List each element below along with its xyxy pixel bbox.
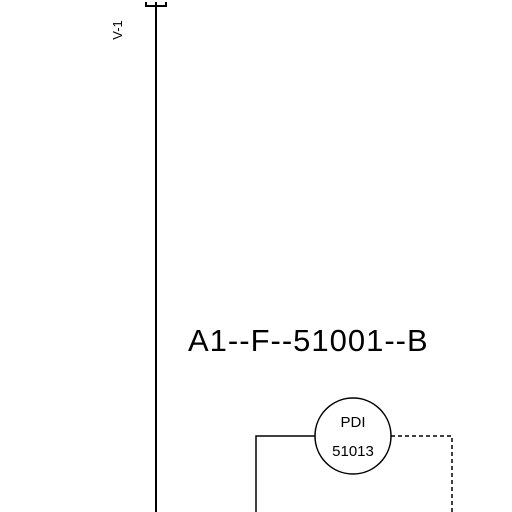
instrument-number: 51013 (332, 443, 374, 460)
instrument-bubble (314, 397, 392, 475)
left-impulse-line (255, 435, 315, 512)
vertical-label: V-1 (110, 20, 125, 40)
instrument-function: PDI (340, 414, 365, 431)
line-tag: A1--F--51001--B (188, 323, 429, 358)
right-impulse-line (391, 435, 453, 512)
